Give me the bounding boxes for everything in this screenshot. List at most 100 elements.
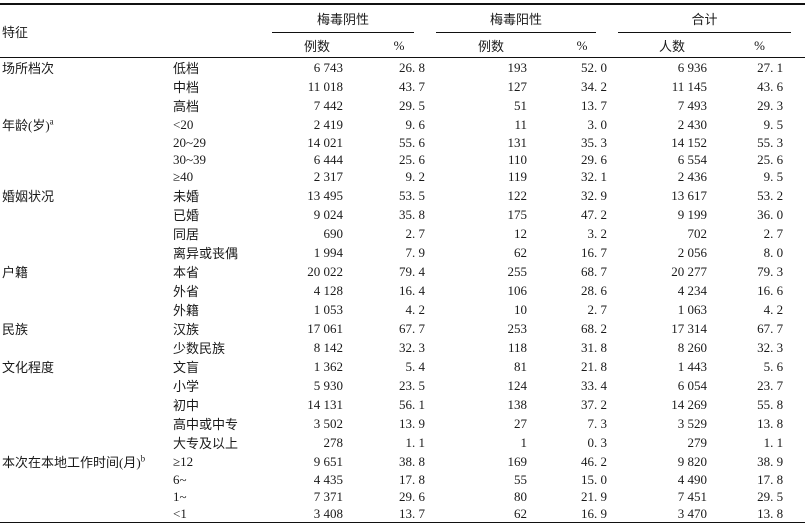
group-header-total: 合计 [610,4,805,34]
positive-percent-cell: 13. 7 [581,97,608,113]
positive-percent-cell: 46. 2 [581,453,608,469]
group-header-negative: 梅毒阴性 [264,4,428,34]
negative-percent-cell: 55. 6 [399,134,426,150]
positive-count-cell: 51 [514,97,528,113]
feature-cell [0,489,168,506]
positive-count-cell: 255 [507,263,528,279]
negative-percent-cell: 2. 7 [405,225,426,241]
table-row: 婚姻状况 未婚 13 495 53. 5 122 32. 9 13 617 53… [0,186,805,205]
negative-percent-cell: 38. 8 [399,453,426,469]
positive-count-cell: 1 [520,434,528,450]
positive-count-cell: 131 [507,134,528,150]
negative-percent-cell: 25. 6 [399,152,426,168]
total-percent-cell: 13. 8 [757,415,784,431]
table-row: 初中 14 131 56. 1 138 37. 2 14 269 55. 8 [0,395,805,414]
table-row: 场所档次 低档 6 743 26. 8 193 52. 0 6 936 27. … [0,58,805,78]
category-cell: 未婚 [173,189,200,205]
table-row: 年龄(岁)a <20 2 419 9. 6 11 3. 0 2 430 9. 5 [0,115,805,134]
category-cell: 6~ [173,471,187,487]
group-header-positive-label: 梅毒阳性 [436,6,597,33]
negative-count-cell: 14 021 [307,134,344,150]
category-cell: 低档 [173,61,200,76]
negative-percent-cell: 67. 7 [399,320,426,336]
total-percent-cell: 67. 7 [757,320,784,336]
positive-percent-cell: 34. 2 [581,78,608,94]
feature-cell [0,433,168,452]
total-percent-cell: 79. 3 [757,263,784,279]
total-percent-cell: 17. 8 [757,471,784,487]
total-percent-cell: 8. 0 [763,244,784,260]
total-percent-cell: 23. 7 [757,377,784,393]
feature-superscript: b [140,453,146,464]
table-row: 离异或丧偶 1 994 7. 9 62 16. 7 2 056 8. 0 [0,243,805,262]
positive-count-cell: 11 [514,116,528,132]
negative-count-cell: 1 053 [313,301,344,317]
sub-header-row: 例数 % 例数 % 人数 % [0,34,805,58]
table-row: 外籍 1 053 4. 2 10 2. 7 1 063 4. 2 [0,300,805,319]
total-count-cell: 9 199 [677,206,708,222]
total-percent-cell: 9. 5 [763,116,784,132]
negative-count-cell: 11 018 [307,78,344,94]
negative-percent-cell: 29. 6 [399,489,426,505]
positive-percent-cell: 2. 7 [587,301,608,317]
category-cell: 少数民族 [173,341,226,357]
total-percent-cell: 29. 5 [757,489,784,505]
feature-cell [0,414,168,433]
negative-percent-cell: 56. 1 [399,396,426,412]
negative-percent-cell: 4. 2 [405,301,426,317]
total-percent-cell: 43. 6 [757,78,784,94]
negative-percent-cell: 53. 5 [399,187,426,203]
negative-count-cell: 5 930 [313,377,344,393]
table-row: 1~ 7 371 29. 6 80 21. 9 7 451 29. 5 [0,489,805,506]
table-row: <1 3 408 13. 7 62 16. 9 3 470 13. 8 [0,506,805,523]
category-cell: 离异或丧偶 [173,246,239,262]
positive-percent-cell: 21. 8 [581,358,608,374]
positive-percent-cell: 33. 4 [581,377,608,393]
positive-count-cell: 118 [508,339,528,355]
feature-cell [0,134,168,151]
total-count-cell: 3 470 [677,506,708,522]
total-percent-cell: 32. 3 [757,339,784,355]
feature-cell [0,205,168,224]
negative-count-cell: 4 435 [313,471,344,487]
positive-percent-cell: 16. 9 [581,506,608,522]
feature-cell [0,395,168,414]
feature-cell: 年龄(岁)a [0,115,168,134]
total-percent-cell: 36. 0 [757,206,784,222]
category-cell: 同居 [173,227,200,243]
table-row: 6~ 4 435 17. 8 55 15. 0 4 490 17. 8 [0,471,805,488]
feature-cell: 民族 [0,319,168,338]
total-percent-cell: 38. 9 [757,453,784,469]
positive-percent-cell: 47. 2 [581,206,608,222]
total-percent-cell: 5. 6 [763,358,784,374]
positive-percent-cell: 52. 0 [581,59,608,75]
group-header-negative-label: 梅毒阴性 [272,6,415,33]
total-percent-cell: 55. 3 [757,134,784,150]
category-cell: ≥12 [173,453,194,469]
total-count-cell: 1 443 [677,358,708,374]
negative-count-header: 例数 [264,34,347,58]
negative-count-cell: 9 651 [313,453,344,469]
feature-column-header: 特征 [0,4,265,58]
feature-label: 民族 [2,322,29,338]
statistics-table: 特征 梅毒阴性 梅毒阳性 合计 例数 % 例数 % 人数 % 场所 [0,3,805,523]
negative-count-cell: 17 061 [307,320,344,336]
table-row: 民族 汉族 17 061 67. 7 253 68. 2 17 314 67. … [0,319,805,338]
total-percent-cell: 55. 8 [757,396,784,412]
total-percent-cell: 25. 6 [757,152,784,168]
total-percent-cell: 27. 1 [757,59,784,75]
negative-count-cell: 690 [323,225,344,241]
category-cell: 20~29 [173,134,207,150]
positive-percent-cell: 68. 7 [581,263,608,279]
total-percent-cell: 53. 2 [757,187,784,203]
category-cell: ≥40 [173,169,194,185]
category-cell: 小学 [173,379,200,395]
negative-percent-cell: 7. 9 [405,244,426,260]
total-count-cell: 6 054 [677,377,708,393]
feature-label: 本次在本地工作时间(月) [2,455,141,471]
group-header-positive: 梅毒阳性 [428,4,610,34]
total-count-cell: 9 820 [677,453,708,469]
feature-cell [0,77,168,96]
category-cell: 高档 [173,99,200,114]
feature-cell [0,376,168,395]
